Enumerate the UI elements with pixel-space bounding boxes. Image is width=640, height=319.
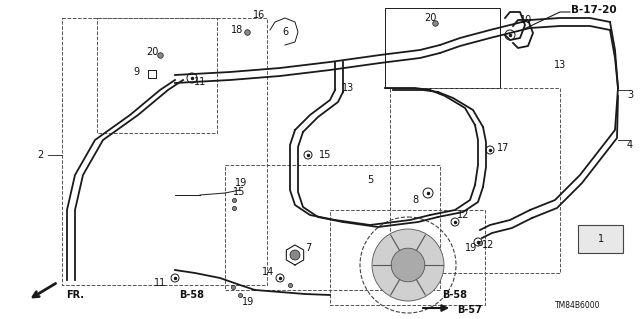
Text: B-58: B-58 (442, 290, 467, 300)
Text: 15: 15 (233, 187, 245, 197)
Text: 16: 16 (253, 10, 265, 20)
Bar (225, 165, 440, 290)
Text: 13: 13 (554, 60, 566, 70)
Text: 13: 13 (342, 83, 354, 93)
Text: 12: 12 (482, 240, 494, 250)
Circle shape (391, 248, 425, 282)
Text: TM84B6000: TM84B6000 (554, 300, 600, 309)
Text: 10: 10 (520, 15, 532, 25)
Text: FR.: FR. (66, 290, 84, 300)
Text: 20: 20 (146, 47, 158, 57)
Bar (385, 8, 500, 88)
Text: 14: 14 (262, 267, 274, 277)
Text: 4: 4 (627, 140, 633, 150)
Text: 11: 11 (194, 77, 206, 87)
Text: 5: 5 (367, 175, 373, 185)
Text: 6: 6 (282, 27, 288, 37)
Text: 12: 12 (457, 210, 469, 220)
Text: 19: 19 (242, 297, 254, 307)
Text: B-57: B-57 (457, 305, 482, 315)
Text: 17: 17 (497, 143, 509, 153)
Text: 19: 19 (465, 243, 477, 253)
Circle shape (372, 229, 444, 301)
Text: 1: 1 (598, 234, 604, 244)
Text: 7: 7 (305, 243, 311, 253)
Text: 11: 11 (154, 278, 166, 288)
Text: 8: 8 (412, 195, 418, 205)
Bar (578, 225, 623, 253)
Bar (62, 18, 267, 285)
Text: B-17-20: B-17-20 (571, 5, 616, 15)
Text: 20: 20 (424, 13, 436, 23)
Bar (390, 88, 560, 273)
Text: 2: 2 (37, 150, 43, 160)
Bar (330, 210, 485, 305)
Text: 3: 3 (627, 90, 633, 100)
Text: 19: 19 (235, 178, 247, 188)
Text: 15: 15 (319, 150, 331, 160)
Circle shape (290, 250, 300, 260)
Bar (97, 18, 217, 133)
Text: 9: 9 (133, 67, 139, 77)
Text: B-58: B-58 (179, 290, 205, 300)
Text: 18: 18 (231, 25, 243, 35)
